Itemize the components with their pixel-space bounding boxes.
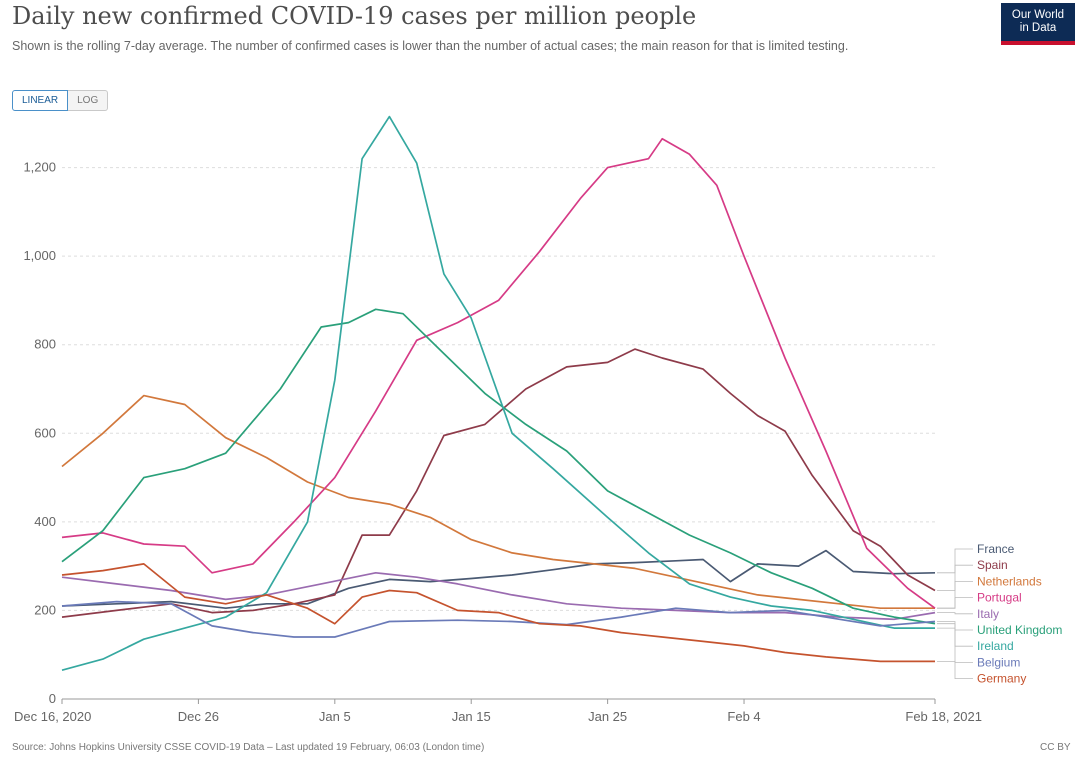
log-scale-button[interactable]: LOG xyxy=(68,90,109,111)
label-connector xyxy=(937,548,973,574)
y-tick-label: 1,000 xyxy=(23,248,56,263)
y-tick-label: 800 xyxy=(34,337,56,352)
logo-line-2: in Data xyxy=(1019,22,1057,34)
scale-toggle: LINEAR LOG xyxy=(12,90,109,111)
series-line-belgium[interactable] xyxy=(61,600,936,638)
x-tick-label: Feb 18, 2021 xyxy=(905,709,982,724)
series-label-united-kingdom[interactable]: United Kingdom xyxy=(977,623,1062,637)
series-line-portugal[interactable] xyxy=(61,137,936,609)
series-labels: France Spain Netherlands Portugal Italy Unite… xyxy=(937,542,1062,686)
y-tick-label: 600 xyxy=(34,425,56,440)
owid-logo[interactable]: Our World in Data xyxy=(1001,3,1075,45)
series-line-spain[interactable] xyxy=(61,348,936,618)
label-connector xyxy=(937,597,973,609)
label-connector xyxy=(937,612,973,615)
y-tick-label: 1,200 xyxy=(23,160,56,175)
x-tick-label: Jan 5 xyxy=(319,709,351,724)
y-tick-label: 400 xyxy=(34,514,56,529)
x-tick-label: Jan 25 xyxy=(588,709,627,724)
x-tick-label: Dec 16, 2020 xyxy=(14,709,91,724)
label-connector xyxy=(937,564,973,591)
chart-subtitle: Shown is the rolling 7-day average. The … xyxy=(12,39,849,53)
grid-lines xyxy=(62,167,935,700)
chart-title: Daily new confirmed COVID-19 cases per m… xyxy=(12,2,697,30)
y-tick-label: 0 xyxy=(49,691,56,706)
series-label-france[interactable]: France xyxy=(977,542,1015,556)
x-tick-label: Jan 15 xyxy=(452,709,491,724)
source-note: Source: Johns Hopkins University CSSE CO… xyxy=(12,742,485,753)
license-link[interactable]: CC BY xyxy=(1040,742,1071,753)
x-axis: Dec 16, 2020 Dec 26 Jan 5 Jan 15 Jan 25 Feb 4… xyxy=(14,699,982,724)
linear-scale-button[interactable]: LINEAR xyxy=(12,90,69,111)
series-line-netherlands[interactable] xyxy=(61,394,935,610)
series-line-france[interactable] xyxy=(61,549,936,610)
series-line-italy[interactable] xyxy=(61,571,936,621)
x-tick-label: Dec 26 xyxy=(178,709,219,724)
label-connector xyxy=(937,621,973,663)
series-label-ireland[interactable]: Ireland xyxy=(977,639,1014,653)
series-label-germany[interactable]: Germany xyxy=(977,672,1026,686)
series-label-netherlands[interactable]: Netherlands xyxy=(977,574,1042,588)
series-label-portugal[interactable]: Portugal xyxy=(977,591,1022,605)
series-line-united-kingdom[interactable] xyxy=(61,308,936,625)
series-label-italy[interactable]: Italy xyxy=(977,607,999,621)
y-axis-ticks: 0 200 400 600 800 1,000 1,200 xyxy=(23,160,56,706)
y-tick-label: 200 xyxy=(34,602,56,617)
series-label-spain[interactable]: Spain xyxy=(977,558,1008,572)
series-label-belgium[interactable]: Belgium xyxy=(977,655,1020,669)
series-line-germany[interactable] xyxy=(61,563,935,663)
series-line-ireland[interactable] xyxy=(61,115,935,672)
series-lines xyxy=(61,115,936,672)
label-connector xyxy=(937,661,973,679)
logo-line-1: Our World xyxy=(1011,9,1065,21)
x-tick-label: Feb 4 xyxy=(727,709,760,724)
